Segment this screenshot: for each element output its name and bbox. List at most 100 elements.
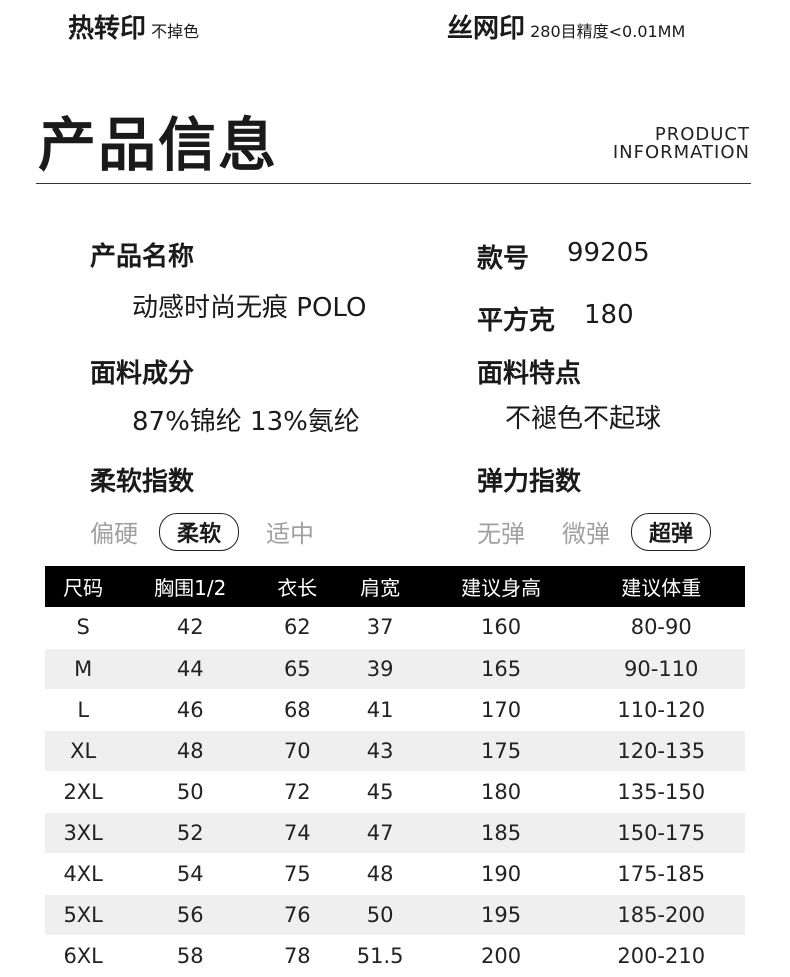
table-cell: 65: [259, 648, 336, 690]
table-cell: 80-90: [577, 607, 745, 649]
table-cell: 56: [121, 894, 260, 936]
table-cell: 52: [121, 812, 260, 854]
table-cell: XL: [45, 730, 122, 772]
table-cell: 58: [121, 935, 260, 977]
softness-option-hard: 偏硬: [90, 520, 138, 548]
table-cell: 62: [259, 607, 336, 649]
table-cell: 74: [259, 812, 336, 854]
divider: [36, 183, 751, 184]
table-cell: 135-150: [577, 771, 745, 813]
softness-label: 柔软指数: [90, 467, 195, 497]
table-cell: 39: [335, 648, 425, 690]
table-cell: 72: [259, 771, 336, 813]
table-cell: 175: [424, 730, 578, 772]
table-cell: 47: [335, 812, 425, 854]
stretch-label: 弹力指数: [477, 467, 582, 497]
table-cell: 150-175: [577, 812, 745, 854]
heat-transfer-label: 热转印 不掉色: [68, 8, 199, 45]
table-cell: 45: [335, 771, 425, 813]
table-cell: L: [45, 689, 122, 731]
table-cell: 195: [424, 894, 578, 936]
feature-label: 面料特点: [477, 359, 582, 389]
en-line-1: PRODUCT: [654, 124, 750, 145]
style-value: 99205: [567, 238, 650, 268]
table-cell: S: [45, 607, 122, 649]
table-cell: 5XL: [45, 894, 122, 936]
table-cell: 41: [335, 689, 425, 731]
table-cell: 42: [121, 607, 260, 649]
screen-print-sub: 280目精度<0.01MM: [530, 22, 686, 41]
style-label: 款号: [477, 244, 530, 274]
table-row: 2XL 50 72 45 180 135-150: [45, 771, 745, 813]
column-header: 肩宽: [335, 566, 425, 607]
table-row: 3XL 52 74 47 185 150-175: [45, 812, 745, 854]
column-header: 胸围1/2: [121, 566, 260, 607]
screen-print-title: 丝网印: [447, 14, 526, 44]
name-value: 动感时尚无痕 POLO: [132, 293, 367, 323]
column-header: 衣长: [259, 566, 336, 607]
table-row: 6XL 58 78 51.5 200 200-210: [45, 935, 745, 977]
table-cell: 78: [259, 935, 336, 977]
gsm-label: 平方克: [477, 306, 556, 336]
table-cell: M: [45, 648, 122, 690]
table-cell: 90-110: [577, 648, 745, 690]
column-header: 尺码: [45, 566, 122, 607]
column-header: 建议体重: [577, 566, 745, 607]
table-cell: 44: [121, 648, 260, 690]
fabric-value: 87%锦纶 13%氨纶: [132, 407, 360, 437]
feature-value: 不褪色不起球: [505, 404, 662, 434]
table-cell: 43: [335, 730, 425, 772]
table-cell: 68: [259, 689, 336, 731]
heat-transfer-title: 热转印: [68, 14, 147, 44]
name-label: 产品名称: [90, 242, 195, 272]
table-cell: 190: [424, 853, 578, 895]
table-row: M 44 65 39 165 90-110: [45, 648, 745, 690]
en-line-2: INFORMATION: [612, 142, 750, 163]
table-cell: 180: [424, 771, 578, 813]
page-title: 产品信息: [38, 111, 279, 179]
table-cell: 120-135: [577, 730, 745, 772]
table-cell: 48: [335, 853, 425, 895]
table-cell: 46: [121, 689, 260, 731]
table-cell: 54: [121, 853, 260, 895]
screen-print-label: 丝网印 280目精度<0.01MM: [447, 8, 685, 45]
table-row: XL 48 70 43 175 120-135: [45, 730, 745, 772]
table-cell: 48: [121, 730, 260, 772]
size-table-header: 尺码 胸围1/2 衣长 肩宽 建议身高 建议体重: [45, 566, 745, 607]
column-header: 建议身高: [424, 566, 578, 607]
table-cell: 175-185: [577, 853, 745, 895]
size-table: 尺码 胸围1/2 衣长 肩宽 建议身高 建议体重 S 42 62 37 160 80-90 M 44 65…: [45, 566, 745, 977]
gsm-value: 180: [584, 300, 634, 330]
table-row: S 42 62 37 160 80-90: [45, 607, 745, 649]
table-cell: 200: [424, 935, 578, 977]
table-cell: 2XL: [45, 771, 122, 813]
table-cell: 110-120: [577, 689, 745, 731]
table-row: L 46 68 41 170 110-120: [45, 689, 745, 731]
table-cell: 165: [424, 648, 578, 690]
softness-option-medium: 适中: [266, 520, 314, 548]
table-cell: 185: [424, 812, 578, 854]
table-cell: 70: [259, 730, 336, 772]
table-cell: 50: [335, 894, 425, 936]
table-cell: 75: [259, 853, 336, 895]
table-cell: 6XL: [45, 935, 122, 977]
table-cell: 200-210: [577, 935, 745, 977]
fabric-label: 面料成分: [90, 359, 195, 389]
stretch-option-slight: 微弹: [562, 520, 610, 548]
table-cell: 3XL: [45, 812, 122, 854]
table-cell: 4XL: [45, 853, 122, 895]
stretch-option-super-selected: 超弹: [631, 513, 712, 551]
softness-option-soft-selected: 柔软: [159, 513, 240, 551]
table-cell: 170: [424, 689, 578, 731]
table-cell: 50: [121, 771, 260, 813]
table-row: 4XL 54 75 48 190 175-185: [45, 853, 745, 895]
heat-transfer-sub: 不掉色: [151, 22, 200, 41]
table-cell: 37: [335, 607, 425, 649]
page-title-en: PRODUCT INFORMATION: [613, 126, 750, 162]
table-cell: 76: [259, 894, 336, 936]
table-cell: 160: [424, 607, 578, 649]
table-row: 5XL 56 76 50 195 185-200: [45, 894, 745, 936]
table-cell: 185-200: [577, 894, 745, 936]
table-cell: 51.5: [335, 935, 425, 977]
stretch-option-none: 无弹: [477, 520, 525, 548]
